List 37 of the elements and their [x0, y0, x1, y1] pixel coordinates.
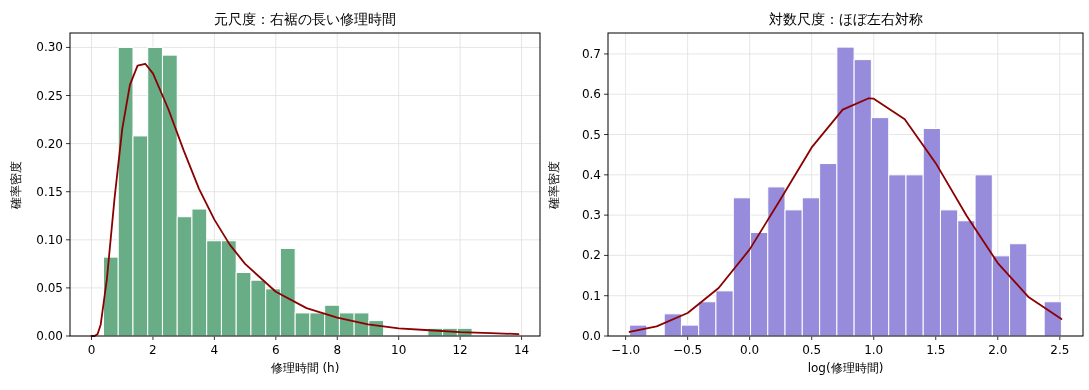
y-tick-label: 0.0: [581, 329, 601, 343]
x-tick-label: 10: [391, 343, 407, 357]
x-tick-label: 0.5: [802, 343, 822, 357]
y-axis-title: 確率密度: [9, 160, 23, 210]
x-tick-label: 0.0: [740, 343, 760, 357]
x-tick-label: −0.5: [673, 343, 703, 357]
chart-title: 対数尺度：ほぼ左右対称: [768, 11, 923, 27]
y-tick-label: 0.4: [581, 167, 601, 182]
x-tick-label: 1.5: [926, 343, 946, 357]
x-tick-label: −1.0: [611, 343, 641, 357]
y-axis-title: 確率密度: [547, 160, 561, 210]
chart-title: 元尺度：右裾の長い修理時間: [214, 11, 396, 27]
x-tick-label: 2.0: [988, 343, 1008, 357]
y-tick-label: 0.7: [581, 46, 601, 61]
x-axis-title: log(修理時間): [807, 361, 884, 375]
x-tick-label: 14: [513, 343, 530, 357]
x-tick-label: 12: [452, 343, 468, 357]
x-tick-label: 2.5: [1050, 343, 1070, 357]
x-tick-label: 2: [149, 343, 157, 357]
y-tick-label: 0.6: [581, 87, 601, 102]
y-tick-label: 0.3: [581, 208, 601, 223]
y-tick-label: 0.10: [36, 232, 63, 247]
y-tick-label: 0.5: [581, 127, 601, 142]
y-tick-label: 0.1: [581, 288, 601, 303]
x-tick-label: 4: [210, 343, 219, 357]
x-tick-label: 0: [87, 343, 96, 357]
y-tick-label: 0.20: [36, 136, 63, 151]
y-tick-label: 0.15: [36, 184, 63, 199]
x-tick-label: 8: [333, 343, 342, 357]
y-tick-label: 0.30: [36, 40, 63, 55]
y-tick-label: 0.00: [36, 329, 63, 343]
x-tick-label: 1.0: [864, 343, 884, 357]
x-tick-label: 6: [272, 343, 280, 357]
y-tick-label: 0.05: [36, 280, 63, 295]
y-tick-label: 0.25: [36, 88, 63, 103]
x-axis-title: 修理時間 (h): [270, 361, 340, 375]
y-tick-label: 0.2: [581, 248, 601, 263]
